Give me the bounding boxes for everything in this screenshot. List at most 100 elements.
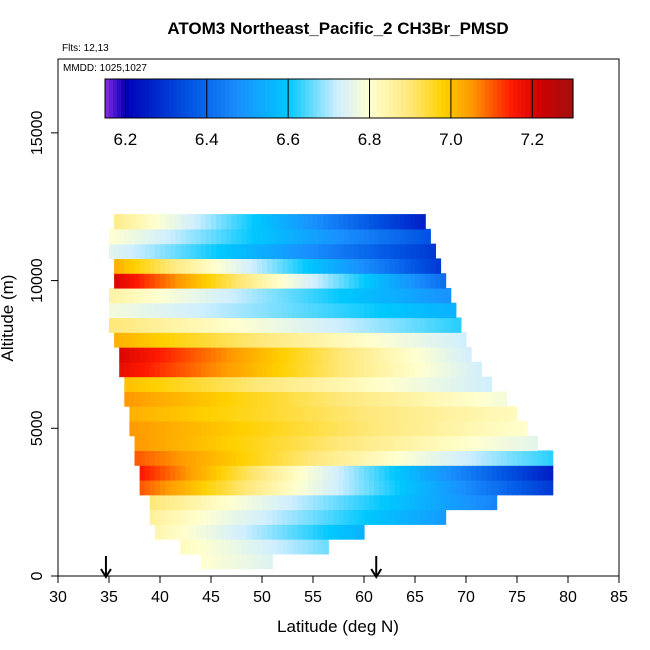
heatmap-cell <box>328 317 334 333</box>
heatmap-cell <box>211 376 217 392</box>
heatmap-cell <box>170 479 176 496</box>
heatmap-cell <box>481 465 487 481</box>
heatmap-cell <box>272 539 278 555</box>
heatmap-cell <box>272 243 278 260</box>
heatmap-cell <box>450 406 457 422</box>
heatmap-cell <box>160 214 166 230</box>
heatmap-cell <box>211 361 217 378</box>
heatmap-cell <box>460 361 467 378</box>
heatmap-cell <box>190 376 197 392</box>
heatmap-cell <box>205 273 212 289</box>
heatmap-cell <box>450 494 457 511</box>
heatmap-cell <box>185 539 192 555</box>
heatmap-cell <box>318 406 324 422</box>
heatmap-cell <box>348 228 355 245</box>
heatmap-cell <box>114 287 120 304</box>
heatmap-cell <box>399 509 406 525</box>
heatmap-cell <box>435 391 442 407</box>
heatmap-cell <box>119 243 125 260</box>
heatmap-cell <box>175 450 181 466</box>
heatmap-cell <box>124 317 130 333</box>
heatmap-cell <box>175 509 181 525</box>
heatmap-cell <box>517 420 523 437</box>
heatmap-cell <box>328 302 334 319</box>
heatmap-cell <box>435 450 442 466</box>
heatmap-cell <box>226 214 232 230</box>
heatmap-cell <box>154 376 161 392</box>
heatmap-cell <box>236 332 243 348</box>
heatmap-cell <box>348 420 355 437</box>
heatmap-cell <box>277 361 283 378</box>
heatmap-cell <box>353 494 360 511</box>
heatmap-cell <box>211 524 217 540</box>
heatmap-cell <box>323 539 329 555</box>
heatmap-cell <box>338 302 345 319</box>
heatmap-cell <box>226 539 232 555</box>
heatmap-cell <box>195 317 202 333</box>
heatmap-cell <box>246 347 253 363</box>
heatmap-cell <box>307 214 314 230</box>
heatmap-cell <box>318 435 324 452</box>
heatmap-cell <box>445 317 452 333</box>
heatmap-cell <box>425 332 431 348</box>
heatmap-cell <box>154 479 161 496</box>
heatmap-cell <box>420 228 426 245</box>
heatmap-cell <box>195 391 202 407</box>
heatmap-cell <box>313 450 319 466</box>
heatmap-cell <box>307 332 314 348</box>
heatmap-cell <box>165 450 171 466</box>
heatmap-cell <box>506 435 513 452</box>
heatmap-cell <box>282 273 289 289</box>
colorbar-segment <box>145 79 150 118</box>
heatmap-cell <box>527 435 533 452</box>
heatmap-cell <box>272 273 278 289</box>
heatmap-cell <box>389 465 396 481</box>
x-tick-label: 70 <box>457 589 475 606</box>
heatmap-cell <box>231 479 238 496</box>
heatmap-cell <box>256 435 263 452</box>
heatmap-cell <box>277 494 283 511</box>
colorbar-segment <box>229 79 234 118</box>
heatmap-cell <box>272 287 278 304</box>
heatmap-cell <box>226 347 232 363</box>
heatmap-cell <box>185 450 192 466</box>
heatmap-cell <box>476 376 482 392</box>
heatmap-cell <box>277 420 283 437</box>
heatmap-cell <box>389 479 396 496</box>
heatmap-cell <box>542 450 549 466</box>
heatmap-cell <box>348 479 355 496</box>
heatmap-cell <box>272 214 278 230</box>
heatmap-cell <box>139 273 146 289</box>
heatmap-cell <box>440 361 447 378</box>
colorbar-segment <box>325 79 330 118</box>
heatmap-cell <box>348 332 355 348</box>
colorbar-segment <box>329 79 334 118</box>
heatmap-cell <box>287 243 294 260</box>
heatmap-cell <box>277 302 283 319</box>
heatmap-cell <box>389 420 396 437</box>
x-tick-label: 75 <box>508 589 526 606</box>
heatmap-cell <box>226 273 232 289</box>
heatmap-cell <box>486 450 493 466</box>
heatmap-cell <box>399 287 406 304</box>
heatmap-cell <box>522 479 528 496</box>
heatmap-cell <box>353 524 360 540</box>
heatmap-cell <box>154 228 161 245</box>
heatmap-cell <box>348 302 355 319</box>
heatmap-cell <box>333 465 340 481</box>
heatmap-cell <box>144 287 151 304</box>
heatmap-cell <box>389 494 396 511</box>
heatmap-cell <box>369 361 375 378</box>
heatmap-cell <box>297 539 304 555</box>
heatmap-cell <box>343 302 350 319</box>
heatmap-cell <box>267 420 273 437</box>
heatmap-cell <box>297 450 304 466</box>
heatmap-cell <box>251 228 258 245</box>
heatmap-cell <box>154 494 161 511</box>
heatmap-cell <box>415 317 421 333</box>
heatmap-cell <box>511 465 518 481</box>
heatmap-cell <box>338 450 345 466</box>
heatmap-cell <box>420 391 426 407</box>
heatmap-cell <box>114 228 120 245</box>
heatmap-cell <box>471 361 477 378</box>
